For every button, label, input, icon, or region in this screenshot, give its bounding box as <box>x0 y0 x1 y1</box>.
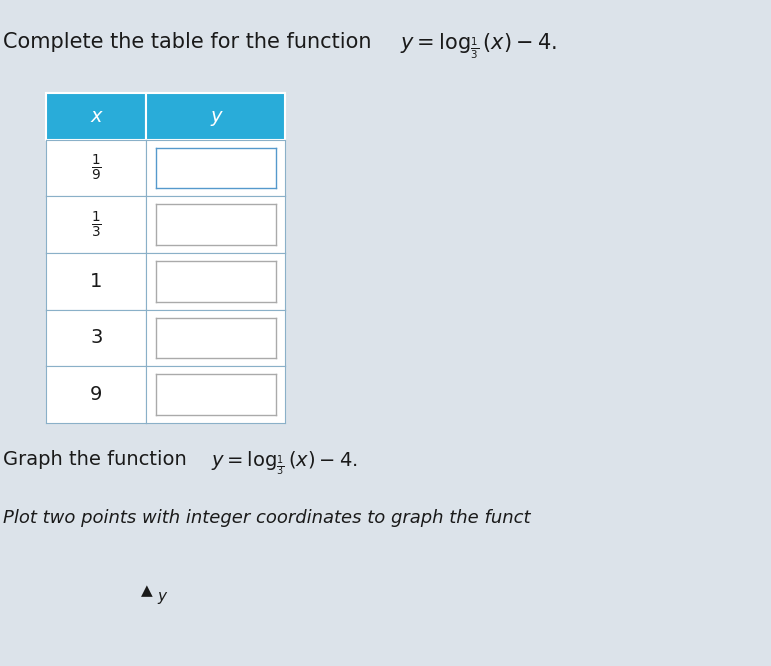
Text: Plot two points with integer coordinates to graph the funct: Plot two points with integer coordinates… <box>3 509 530 527</box>
Text: x: x <box>91 107 102 126</box>
Text: $\frac{1}{3}$: $\frac{1}{3}$ <box>91 210 102 240</box>
Text: 1: 1 <box>90 272 103 291</box>
Text: 9: 9 <box>90 385 103 404</box>
Text: ▲: ▲ <box>140 583 153 598</box>
Text: y: y <box>157 589 167 605</box>
Text: Graph the function: Graph the function <box>3 450 193 469</box>
Text: $y = \log_{\frac{1}{3}}(x) - 4.$: $y = \log_{\frac{1}{3}}(x) - 4.$ <box>211 450 358 478</box>
Text: $y = \log_{\frac{1}{3}}(x) - 4.$: $y = \log_{\frac{1}{3}}(x) - 4.$ <box>400 32 557 61</box>
Text: 3: 3 <box>90 328 103 348</box>
Text: Complete the table for the function: Complete the table for the function <box>3 32 378 52</box>
Text: y: y <box>210 107 221 126</box>
Text: $\frac{1}{9}$: $\frac{1}{9}$ <box>91 153 102 183</box>
